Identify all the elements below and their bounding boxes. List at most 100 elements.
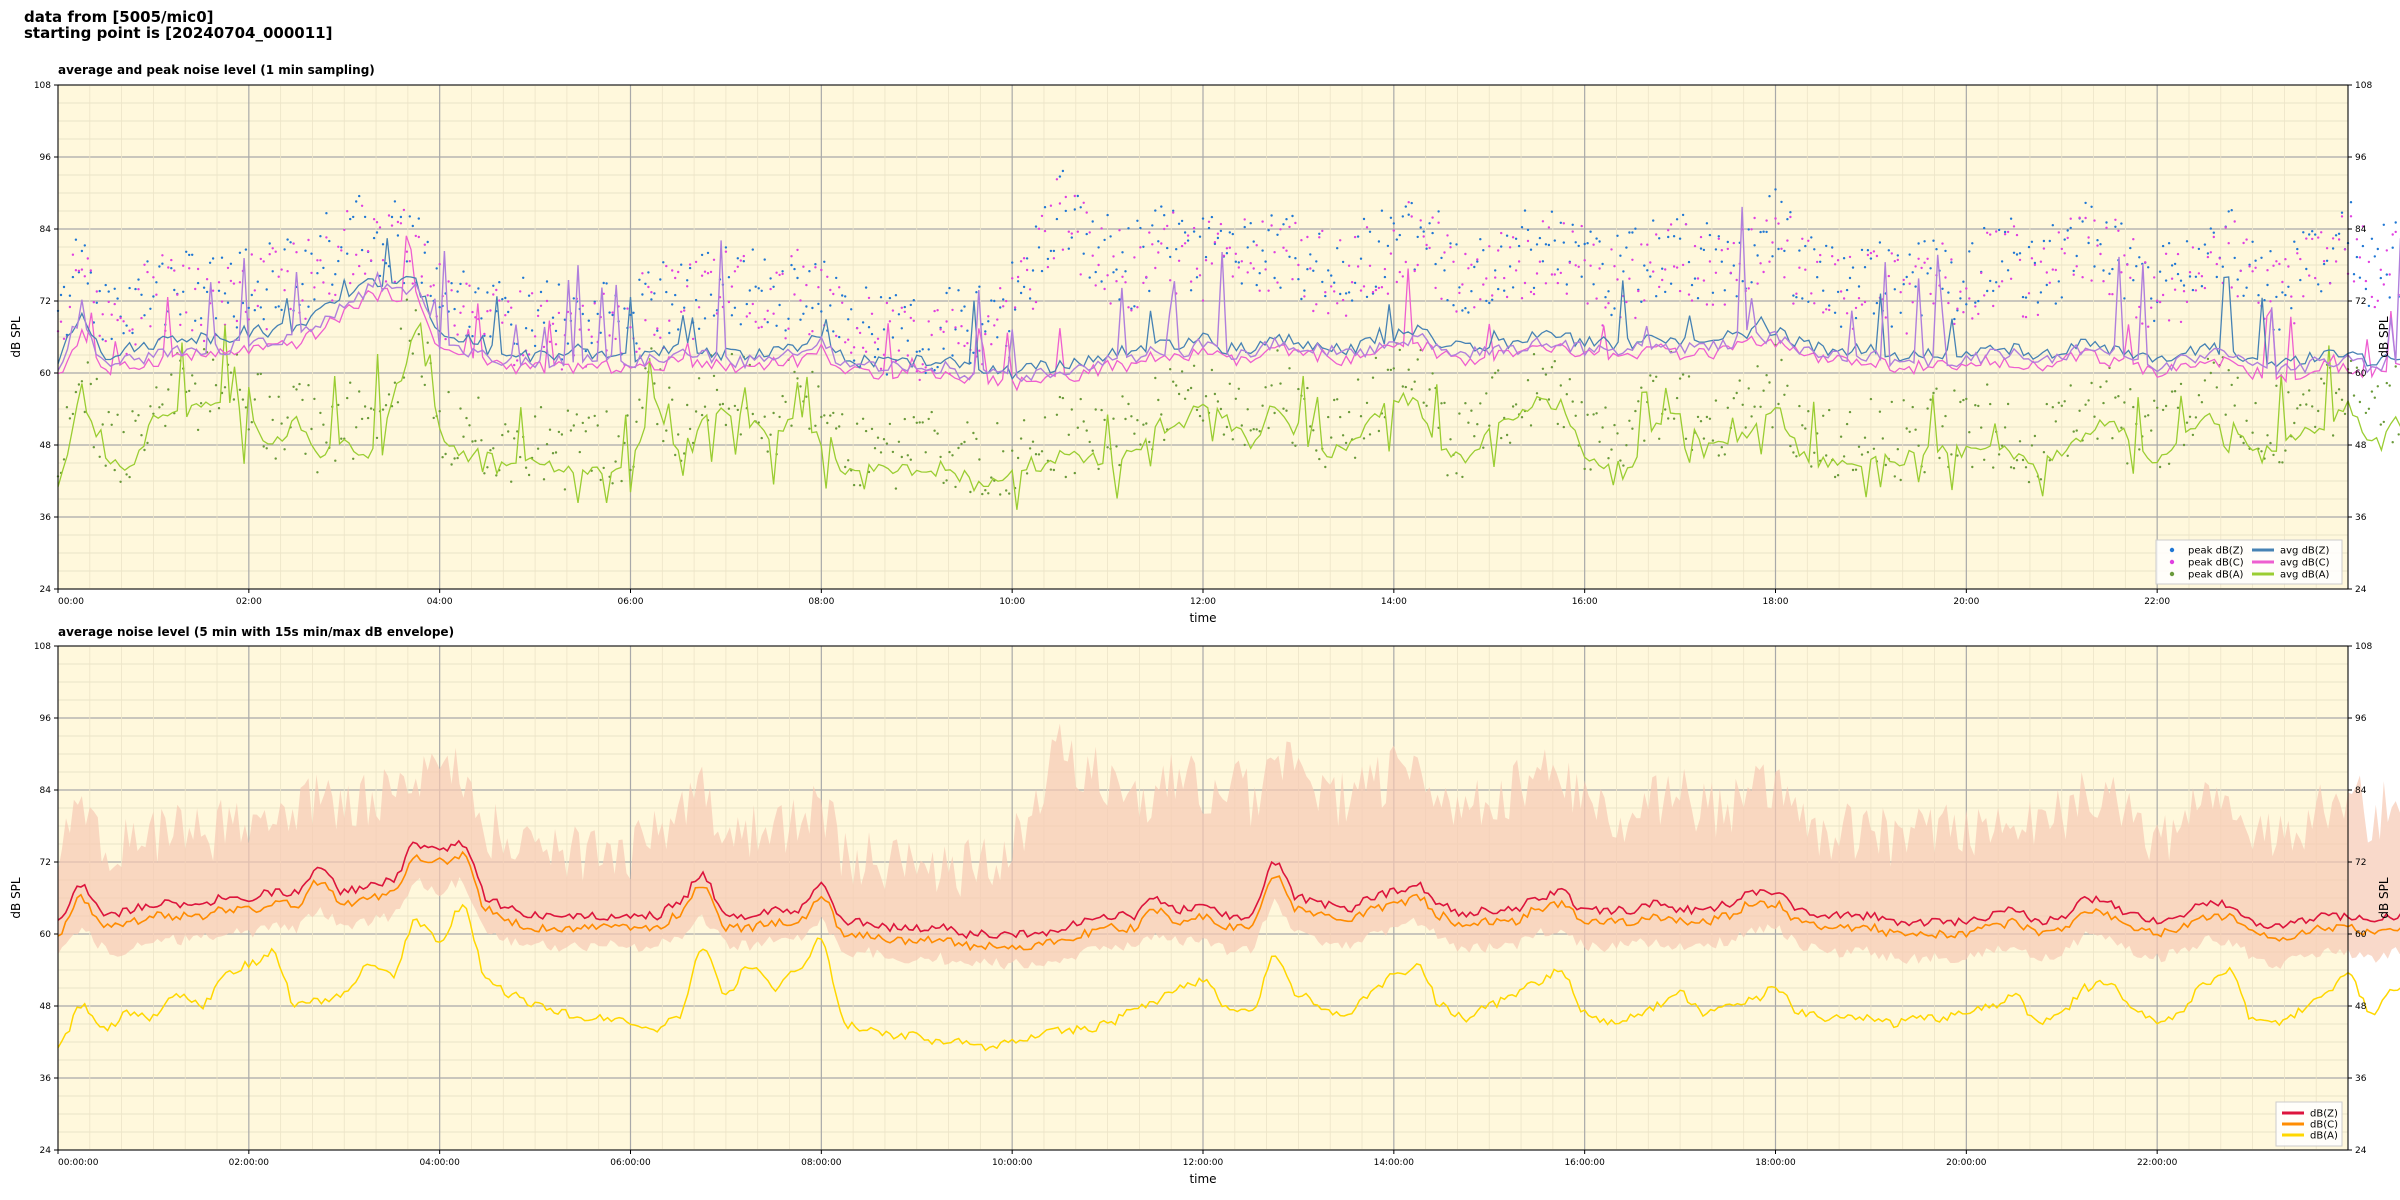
peak-dba-point: [2078, 409, 2081, 412]
peak-dba-point: [1106, 446, 1109, 449]
legend-entry: avg dB(C): [2280, 558, 2330, 569]
peak-dbc-point: [602, 292, 605, 295]
y-tick-label-right: 24: [2355, 585, 2367, 595]
peak-dbc-point: [1854, 306, 1858, 310]
peak-dba-point: [1652, 379, 1655, 383]
peak-dbc-point: [709, 270, 713, 274]
peak-dbz-point: [1514, 237, 1518, 240]
peak-dba-point: [1148, 440, 1151, 444]
peak-dba-point: [1467, 421, 1470, 424]
peak-dbz-point: [650, 298, 653, 301]
peak-dbz-point: [492, 284, 495, 287]
peak-dbz-point: [2051, 224, 2054, 227]
peak-dba-point: [1902, 399, 1905, 402]
peak-dbz-point: [850, 308, 853, 311]
peak-dba-point: [927, 417, 930, 421]
peak-dbc-point: [1052, 257, 1056, 260]
peak-dba-point: [730, 352, 734, 356]
peak-dbc-point: [313, 286, 316, 289]
peak-dba-point: [167, 388, 170, 391]
peak-dbc-point: [1482, 283, 1485, 286]
peak-dbz-point: [1538, 236, 1542, 240]
peak-dbz-point: [1708, 233, 1712, 237]
peak-dba-point: [781, 394, 784, 398]
peak-dbc-point: [542, 345, 546, 349]
peak-dba-point: [1291, 441, 1294, 444]
peak-dbc-point: [1789, 215, 1792, 219]
peak-dbc-point: [116, 318, 119, 322]
peak-dbz-point: [1505, 234, 1509, 237]
peak-dbc-point: [1917, 257, 1920, 260]
peak-dba-point: [1392, 367, 1396, 370]
peak-dba-point: [1410, 388, 1413, 391]
peak-dbc-point: [134, 343, 137, 346]
peak-dbz-point: [1270, 214, 1273, 217]
peak-dbc-point: [927, 320, 930, 323]
peak-dbz-point: [599, 331, 602, 334]
peak-dbz-point: [480, 317, 483, 320]
peak-dba-point: [2123, 401, 2126, 404]
peak-dbc-point: [1491, 294, 1494, 297]
peak-dbc-point: [939, 328, 942, 331]
peak-dbz-point: [1786, 218, 1789, 221]
peak-dba-point: [1154, 376, 1157, 380]
peak-dbz-point: [1667, 235, 1670, 239]
peak-dba-point: [1986, 383, 1989, 386]
peak-dbc-point: [152, 276, 155, 279]
peak-dbz-point: [802, 312, 805, 315]
peak-dbc-point: [384, 280, 388, 283]
peak-dbc-point: [1595, 297, 1598, 300]
peak-dbz-point: [1201, 217, 1205, 220]
peak-dbc-point: [2254, 266, 2257, 269]
peak-dbc-point: [1022, 257, 1026, 260]
peak-dbz-point: [703, 317, 707, 320]
peak-dbz-point: [1511, 286, 1515, 289]
peak-dba-point: [715, 388, 719, 392]
peak-dbz-point: [1562, 241, 1566, 244]
peak-dbz-point: [1088, 276, 1091, 279]
peak-dbc-point: [1640, 243, 1643, 246]
peak-dba-point: [2242, 441, 2245, 445]
peak-dbc-point: [629, 326, 632, 329]
x-tick-label: 02:00:00: [229, 1158, 270, 1168]
peak-dbz-point: [146, 260, 149, 263]
peak-dbc-point: [1309, 267, 1312, 270]
peak-dbz-point: [972, 351, 975, 354]
peak-dbc-point: [74, 269, 78, 272]
peak-dba-point: [2373, 396, 2376, 399]
peak-dbz-point: [1127, 227, 1130, 230]
peak-dbz-point: [310, 252, 313, 255]
peak-dbz-point: [999, 306, 1002, 309]
peak-dbc-point: [659, 336, 662, 339]
peak-dbz-point: [1842, 257, 1846, 260]
peak-dbc-point: [1473, 306, 1476, 309]
peak-dba-point: [513, 437, 516, 440]
peak-dbz-point: [1497, 287, 1500, 291]
peak-dba-point: [325, 441, 328, 444]
peak-dbz-point: [1049, 249, 1053, 253]
peak-dbz-point: [2018, 252, 2022, 255]
peak-dbc-point: [80, 268, 84, 271]
peak-dba-point: [1076, 426, 1080, 429]
peak-dbz-point: [83, 244, 87, 247]
peak-dbz-point: [1735, 295, 1738, 298]
peak-dba-point: [2156, 406, 2159, 409]
peak-dbc-point: [429, 285, 432, 288]
peak-dbz-point: [524, 327, 528, 330]
peak-dbc-point: [1604, 306, 1607, 309]
peak-dbc-point: [611, 311, 614, 314]
peak-dba-point: [337, 403, 340, 407]
figure-header-start: starting point is [20240704_000011]: [24, 24, 332, 42]
y-axis-label-right: dB SPL: [2377, 316, 2391, 358]
peak-dbz-point: [2296, 247, 2299, 251]
peak-dbz-point: [420, 281, 423, 284]
peak-dbc-point: [1792, 302, 1795, 305]
peak-dba-point: [987, 492, 990, 495]
peak-dba-point: [2126, 462, 2129, 465]
peak-dbz-point: [2081, 220, 2084, 223]
peak-dba-point: [1485, 392, 1488, 395]
peak-dbz-point: [2063, 238, 2066, 241]
peak-dbc-point: [1965, 287, 1968, 290]
peak-dbc-point: [286, 270, 289, 273]
peak-dba-point: [2108, 366, 2111, 370]
